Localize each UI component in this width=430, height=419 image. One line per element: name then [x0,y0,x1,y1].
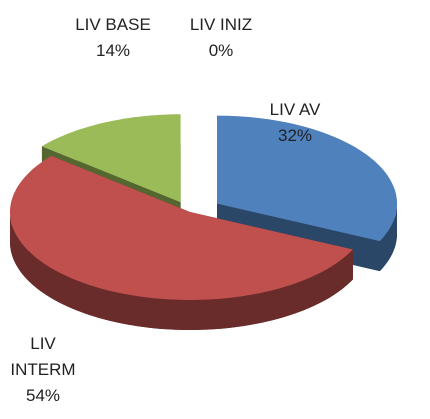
value-label: 54% [25,386,61,405]
pie-slice-side [379,203,397,272]
pie-slice [41,114,181,203]
pie-slice [10,155,353,300]
value-label: 32% [277,126,313,145]
category-label: LIV INIZ [189,15,253,34]
data-label: LIV INIZ 0% [175,12,267,64]
pie-slice [217,115,397,242]
data-label: LIV BASE 14% [68,12,158,64]
category-label: LIV AV [269,100,321,119]
value-label: 14% [95,41,131,60]
data-label: LIV AV 32% [255,97,335,149]
data-label: LIV INTERM 54% [8,331,78,409]
value-label: 0% [208,41,234,60]
category-label: LIV BASE [75,15,151,34]
pie-slice-side [10,212,353,330]
category-label: LIV INTERM [10,334,76,379]
